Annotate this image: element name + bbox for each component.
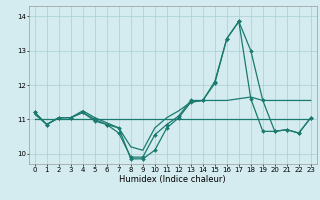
X-axis label: Humidex (Indice chaleur): Humidex (Indice chaleur) — [119, 175, 226, 184]
